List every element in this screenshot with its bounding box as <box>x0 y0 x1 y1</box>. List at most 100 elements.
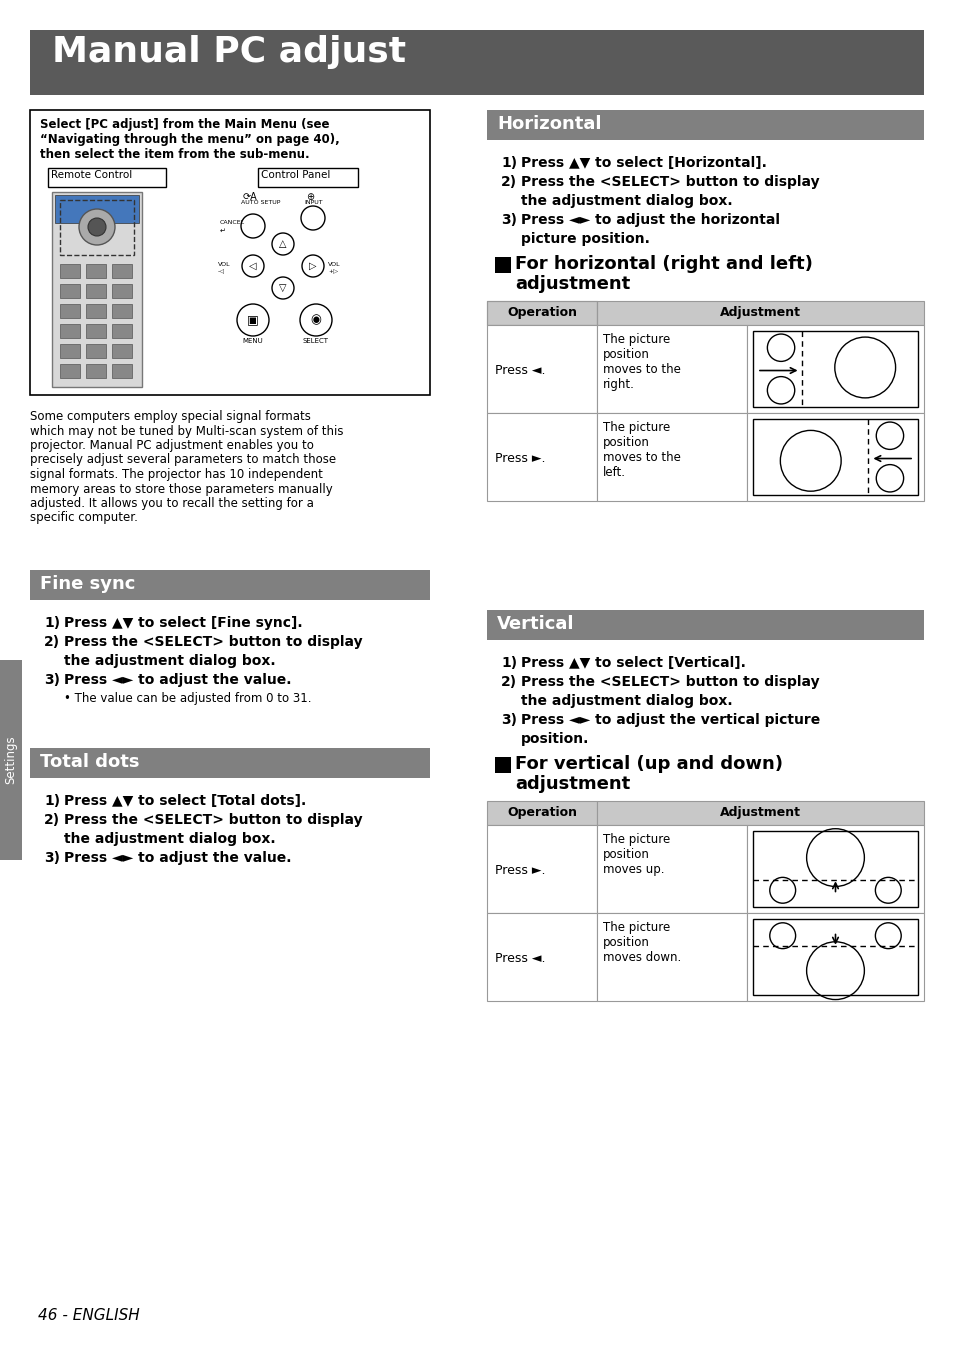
Text: the adjustment dialog box.: the adjustment dialog box. <box>64 653 275 668</box>
Bar <box>752 919 917 995</box>
Bar <box>112 304 132 319</box>
Text: ◁: ◁ <box>249 261 256 271</box>
Text: 2): 2) <box>44 634 60 649</box>
Text: Press ▲▼ to select [Vertical].: Press ▲▼ to select [Vertical]. <box>520 656 745 670</box>
Text: CANCEL: CANCEL <box>220 220 245 225</box>
Text: Adjustment: Adjustment <box>719 306 800 319</box>
Bar <box>486 325 597 413</box>
Bar <box>60 200 133 255</box>
Text: Some computers employ special signal formats: Some computers employ special signal for… <box>30 410 311 423</box>
Bar <box>752 418 917 495</box>
Bar <box>597 325 746 413</box>
Text: -◁: -◁ <box>218 269 225 274</box>
Text: 1): 1) <box>44 794 60 809</box>
Text: then select the item from the sub-menu.: then select the item from the sub-menu. <box>40 148 310 161</box>
Bar <box>30 748 430 778</box>
Bar <box>486 301 597 325</box>
Bar <box>60 344 80 358</box>
Bar <box>60 284 80 298</box>
Text: For vertical (up and down): For vertical (up and down) <box>515 755 782 774</box>
Bar <box>112 344 132 358</box>
Bar <box>495 757 511 774</box>
Text: ▣: ▣ <box>247 313 258 327</box>
Bar <box>746 325 923 413</box>
Text: Operation: Operation <box>506 806 577 819</box>
Text: 3): 3) <box>44 850 60 865</box>
Bar <box>60 364 80 378</box>
Bar <box>30 570 430 599</box>
Text: 1): 1) <box>44 616 60 630</box>
Bar <box>597 913 746 1000</box>
Bar <box>486 413 597 501</box>
Bar <box>486 301 597 325</box>
Text: The picture
position
moves to the
right.: The picture position moves to the right. <box>602 333 680 391</box>
Text: Press ▲▼ to select [Horizontal].: Press ▲▼ to select [Horizontal]. <box>520 157 766 170</box>
Bar <box>60 265 80 278</box>
Circle shape <box>272 277 294 298</box>
Text: the adjustment dialog box.: the adjustment dialog box. <box>520 194 732 208</box>
Text: projector. Manual PC adjustment enables you to: projector. Manual PC adjustment enables … <box>30 439 314 452</box>
Bar <box>486 913 597 1000</box>
Text: Vertical: Vertical <box>497 616 574 633</box>
Text: +▷: +▷ <box>328 269 337 274</box>
Text: signal formats. The projector has 10 independent: signal formats. The projector has 10 ind… <box>30 468 322 481</box>
Text: Press ◄► to adjust the vertical picture: Press ◄► to adjust the vertical picture <box>520 713 820 728</box>
Text: The picture
position
moves up.: The picture position moves up. <box>602 833 670 876</box>
Text: Press the <SELECT> button to display: Press the <SELECT> button to display <box>64 634 362 649</box>
Text: 46 - ENGLISH: 46 - ENGLISH <box>38 1308 139 1323</box>
Bar <box>86 284 106 298</box>
Text: picture position.: picture position. <box>520 232 649 246</box>
Circle shape <box>236 304 269 336</box>
Text: Press ◄► to adjust the horizontal: Press ◄► to adjust the horizontal <box>520 213 780 227</box>
Text: “Navigating through the menu” on page 40),: “Navigating through the menu” on page 40… <box>40 134 339 146</box>
Text: Press ◄► to adjust the value.: Press ◄► to adjust the value. <box>64 850 292 865</box>
Bar <box>60 324 80 338</box>
Bar <box>746 413 923 501</box>
Text: Total dots: Total dots <box>40 753 139 771</box>
Text: The picture
position
moves to the
left.: The picture position moves to the left. <box>602 421 680 479</box>
Text: Select [PC adjust] from the Main Menu (see: Select [PC adjust] from the Main Menu (s… <box>40 117 329 131</box>
Bar <box>752 832 917 907</box>
Text: 2): 2) <box>44 813 60 828</box>
Text: Adjustment: Adjustment <box>719 806 800 819</box>
Circle shape <box>301 207 325 230</box>
Circle shape <box>88 217 106 236</box>
Text: For horizontal (right and left): For horizontal (right and left) <box>515 255 812 273</box>
Text: Press ►.: Press ►. <box>495 864 545 878</box>
Text: Press ◄.: Press ◄. <box>495 952 545 965</box>
Bar <box>486 825 597 913</box>
Bar <box>746 825 923 913</box>
Text: specific computer.: specific computer. <box>30 512 138 525</box>
Text: Fine sync: Fine sync <box>40 575 135 593</box>
Text: Control Panel: Control Panel <box>261 170 330 180</box>
Text: The picture
position
moves down.: The picture position moves down. <box>602 921 680 964</box>
Text: VOL: VOL <box>218 262 231 267</box>
Text: memory areas to store those parameters manually: memory areas to store those parameters m… <box>30 482 333 495</box>
Bar <box>86 364 106 378</box>
Text: the adjustment dialog box.: the adjustment dialog box. <box>520 694 732 707</box>
Text: adjustment: adjustment <box>515 275 630 293</box>
Bar <box>597 301 923 325</box>
Bar <box>597 413 746 501</box>
Text: Press the <SELECT> button to display: Press the <SELECT> button to display <box>520 675 819 688</box>
Bar <box>86 344 106 358</box>
Bar <box>746 913 923 1000</box>
Circle shape <box>299 304 332 336</box>
Bar <box>112 284 132 298</box>
Bar <box>112 364 132 378</box>
Bar <box>86 304 106 319</box>
Text: Press ▲▼ to select [Fine sync].: Press ▲▼ to select [Fine sync]. <box>64 616 302 630</box>
Bar <box>86 265 106 278</box>
Bar <box>112 324 132 338</box>
Text: ◉: ◉ <box>311 313 321 327</box>
Text: Press ◄.: Press ◄. <box>495 364 545 377</box>
Circle shape <box>79 209 115 244</box>
Bar <box>597 825 746 913</box>
Text: Horizontal: Horizontal <box>497 115 601 134</box>
Bar <box>48 167 166 188</box>
Circle shape <box>241 215 265 238</box>
Text: Press ►.: Press ►. <box>495 452 545 464</box>
Text: 1): 1) <box>500 656 517 670</box>
Text: INPUT: INPUT <box>304 200 322 205</box>
Text: MENU: MENU <box>242 338 263 344</box>
